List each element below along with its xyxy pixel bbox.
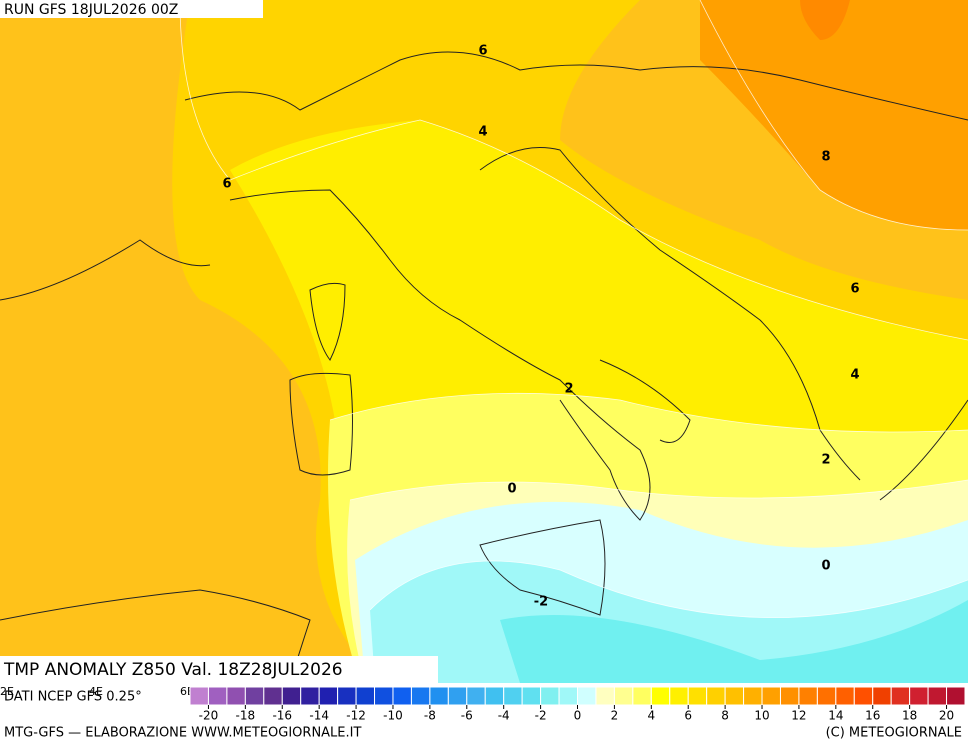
- colorbar-swatch: [263, 686, 283, 706]
- colorbar-swatch: [226, 686, 246, 706]
- colorbar-tick-label: 12: [791, 709, 806, 723]
- colorbar-swatch: [595, 686, 615, 706]
- shade-neg3: [500, 600, 968, 683]
- colorbar-swatch: [779, 686, 800, 706]
- contour-label: -2: [534, 595, 548, 610]
- colorbar-tick-label: -12: [346, 709, 366, 723]
- colorbar-swatch: [207, 686, 228, 706]
- colorbar-swatch: [521, 686, 542, 706]
- lon-label: 4E: [89, 685, 103, 698]
- colorbar-swatch: [687, 686, 708, 706]
- colorbar-swatch: [558, 686, 578, 706]
- colorbar-tick-label: -14: [309, 709, 329, 723]
- colorbar-tick-label: 20: [939, 709, 954, 723]
- colorbar-tick-label: 16: [865, 709, 880, 723]
- colorbar-swatch: [816, 686, 837, 706]
- colorbar-swatch: [650, 686, 671, 706]
- contour-label: 6: [222, 177, 231, 192]
- colorbar-tick-label: -6: [461, 709, 473, 723]
- contour-label: 4: [478, 125, 487, 140]
- source-label: DATI NCEP GFS 0.25°: [4, 690, 142, 705]
- colorbar-swatch: [669, 686, 689, 706]
- contour-label: 0: [507, 482, 516, 497]
- colorbar-tick-label: -20: [199, 709, 219, 723]
- title-box: [0, 656, 438, 683]
- colorbar-tick-label: -2: [535, 709, 547, 723]
- map-title: TMP ANOMALY Z850 Val. 18Z28JUL2026: [3, 660, 343, 680]
- colorbar-swatch: [318, 686, 339, 706]
- colorbar-swatch: [835, 686, 855, 706]
- colorbar-swatch: [189, 686, 209, 706]
- run-label: RUN GFS 18JUL2026 00Z: [4, 2, 178, 18]
- run-label-box: [0, 0, 263, 18]
- colorbar-tick-label: 10: [754, 709, 769, 723]
- colorbar-swatch: [890, 686, 911, 706]
- shade-8-10: [800, 0, 850, 40]
- colorbar-swatch: [706, 686, 726, 706]
- colorbar-tick-label: -16: [272, 709, 292, 723]
- colorbar-tick-label: 6: [684, 709, 692, 723]
- coastlines: [0, 51, 968, 683]
- colorbar-swatch: [466, 686, 486, 706]
- colorbar-swatch: [724, 686, 745, 706]
- colorbar-swatch: [798, 686, 818, 706]
- shade-6-8: [700, 0, 968, 230]
- colorbar-tick-label: 8: [721, 709, 729, 723]
- colorbar-tick-label: -10: [383, 709, 403, 723]
- colorbar-swatch: [447, 686, 468, 706]
- colorbar-swatch: [946, 686, 966, 706]
- colorbar-tick-label: 18: [902, 709, 917, 723]
- colorbar-swatch: [484, 686, 505, 706]
- colorbar-swatch: [872, 686, 892, 706]
- colorbar-swatch: [374, 686, 394, 706]
- map: [0, 0, 968, 683]
- contour-label: 4: [850, 368, 859, 383]
- contour-label: 2: [564, 382, 573, 397]
- colorbar-tick-label: -8: [424, 709, 436, 723]
- colorbar-swatch: [577, 686, 597, 706]
- colorbar-swatch: [355, 686, 376, 706]
- colorbar-swatch: [743, 686, 763, 706]
- colorbar-swatch: [909, 686, 929, 706]
- colorbar-swatch: [410, 686, 431, 706]
- colorbar-tick-label: 4: [647, 709, 655, 723]
- colorbar-tick-label: -4: [498, 709, 510, 723]
- contour-label: 6: [850, 282, 859, 297]
- colorbar-swatch: [244, 686, 265, 706]
- colorbar-swatch: [392, 686, 412, 706]
- colorbar-swatch: [429, 686, 449, 706]
- contour-lines: [179, 0, 968, 619]
- contour-label: 6: [478, 44, 487, 59]
- contour-label: 2: [821, 453, 830, 468]
- colorbar-swatch: [613, 686, 634, 706]
- colorbar-tick-label: -18: [236, 709, 256, 723]
- colorbar-swatch: [761, 686, 781, 706]
- colorbar-tick-label: 2: [611, 709, 619, 723]
- colorbar-tick-label: 0: [574, 709, 582, 723]
- footer-left: MTG-GFS — ELABORAZIONE WWW.METEOGIORNALE…: [4, 726, 361, 741]
- contour-label: 0: [821, 559, 830, 574]
- contour-label: 8: [821, 150, 830, 165]
- colorbar-swatch: [632, 686, 652, 706]
- colorbar-swatch: [503, 686, 523, 706]
- lon-label: 2E: [0, 685, 14, 698]
- colorbar-swatch: [281, 686, 302, 706]
- footer-right: (C) METEOGIORNALE: [826, 726, 962, 741]
- colorbar-swatch: [927, 686, 948, 706]
- colorbar-swatch: [300, 686, 320, 706]
- colorbar-tick-label: 14: [828, 709, 843, 723]
- colorbar-swatch: [540, 686, 560, 706]
- colorbar-swatch: [337, 686, 357, 706]
- colorbar-swatch: [853, 686, 874, 706]
